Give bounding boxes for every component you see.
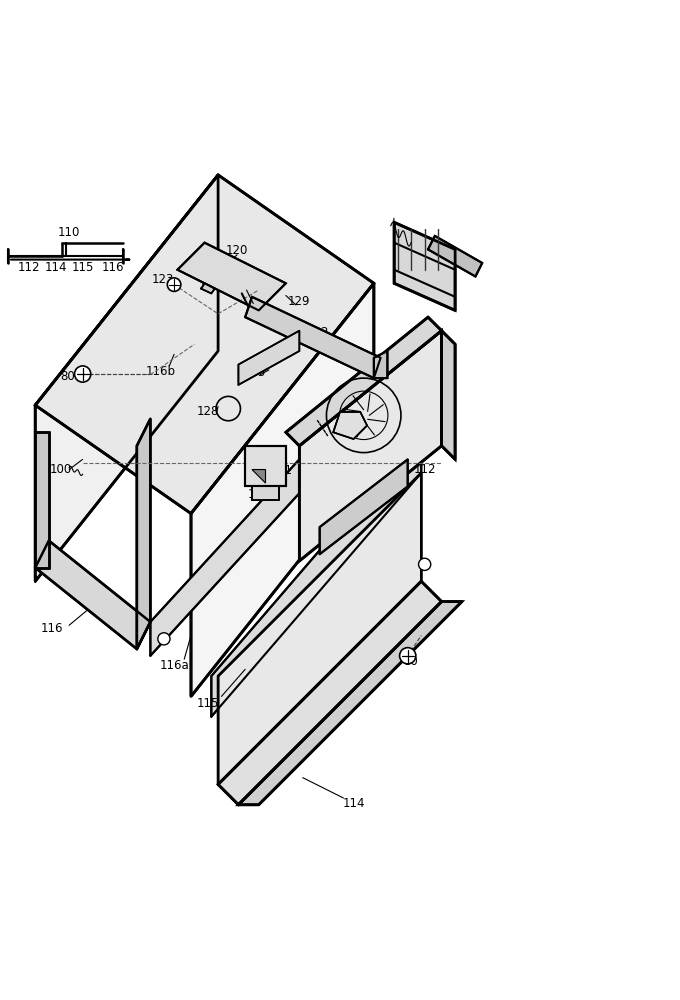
Text: 130: 130 [433,414,456,427]
Polygon shape [286,317,441,446]
Polygon shape [394,222,455,310]
Text: 116a: 116a [159,659,189,672]
Text: 114: 114 [44,261,67,274]
Text: 112: 112 [17,261,39,274]
Polygon shape [218,581,441,805]
Text: 110: 110 [58,226,80,239]
Text: 122a: 122a [337,348,367,361]
Text: 115: 115 [71,261,94,274]
Text: 125: 125 [244,366,267,379]
Text: 144: 144 [420,386,443,399]
Polygon shape [245,297,381,378]
Polygon shape [35,175,374,514]
Circle shape [167,278,181,291]
Text: 80: 80 [404,655,418,668]
Text: 127: 127 [310,436,333,449]
Text: 116: 116 [102,261,124,274]
Polygon shape [239,602,462,805]
Text: 128: 128 [197,405,219,418]
Polygon shape [137,419,150,649]
Text: 114: 114 [342,797,364,810]
Polygon shape [201,283,215,293]
Polygon shape [177,243,286,310]
Text: 142: 142 [427,393,450,406]
Text: 123: 123 [152,273,174,286]
Text: 116b: 116b [146,365,175,378]
Polygon shape [239,331,299,385]
Polygon shape [252,486,279,500]
Text: 1161: 1161 [262,464,292,477]
Text: 124: 124 [325,421,348,434]
Polygon shape [428,236,482,277]
Text: 50: 50 [406,243,420,256]
Polygon shape [35,432,49,568]
Circle shape [400,648,416,664]
Text: 100: 100 [50,463,72,476]
Text: 80: 80 [61,370,75,383]
Circle shape [75,366,91,382]
Polygon shape [441,331,455,459]
Polygon shape [245,446,286,486]
Text: 115: 115 [197,697,219,710]
Text: 120: 120 [226,244,248,257]
Text: 129: 129 [288,295,311,308]
Polygon shape [218,473,422,784]
Polygon shape [150,378,374,656]
Text: 126: 126 [199,278,221,291]
Polygon shape [252,470,265,483]
Polygon shape [299,331,441,561]
Polygon shape [191,283,374,696]
Polygon shape [333,412,367,439]
Polygon shape [320,459,408,554]
Polygon shape [35,541,150,649]
Text: 1163: 1163 [248,488,277,501]
Text: 122: 122 [307,326,330,339]
Text: 112: 112 [413,463,436,476]
Text: 116: 116 [41,622,63,635]
Polygon shape [374,351,388,378]
Polygon shape [35,175,218,581]
Circle shape [419,558,430,570]
Polygon shape [211,432,422,717]
Circle shape [158,633,170,645]
Text: 140: 140 [433,400,456,413]
